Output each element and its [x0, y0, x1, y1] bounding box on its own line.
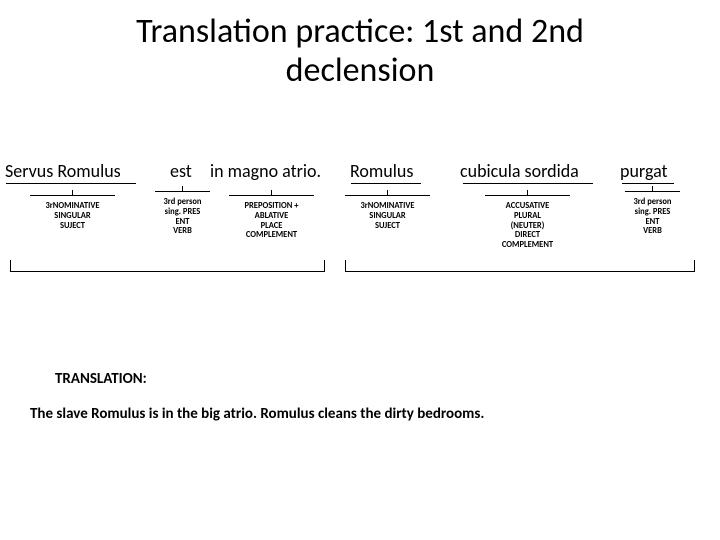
word-est: est — [170, 160, 192, 182]
word-purgat: purgat — [620, 160, 668, 182]
annot-text: 3rNOMINATIVE SINGULAR SUJECT — [360, 201, 414, 231]
annot-object: ACCUSATIVE PLURAL (NEUTER) DIRECT COMPLE… — [485, 195, 570, 251]
word-cubicula-sordida: cubicula sordida — [460, 160, 579, 182]
translation-text: The slave Romulus is in the big atrio. R… — [30, 405, 484, 423]
page-title: Translation practice: 1st and 2nd declen… — [0, 0, 720, 90]
word-servus-romulus: Servus Romulus — [5, 160, 121, 182]
annot-prep-phrase: PREPOSITION + ABLATIVE PLACE COMPLEMENT — [229, 195, 314, 241]
annot-text: 3rd person sing. PRES ENT VERB — [164, 197, 202, 236]
sentence-bracket-2 — [345, 260, 695, 272]
annot-verb-purgat: 3rd person sing. PRES ENT VERB — [625, 191, 680, 237]
annot-text: ACCUSATIVE PLURAL (NEUTER) DIRECT COMPLE… — [502, 201, 553, 250]
underline — [6, 183, 136, 184]
annot-text: 3rd person sing. PRES ENT VERB — [634, 197, 672, 236]
annot-verb-est: 3rd person sing. PRES ENT VERB — [155, 191, 210, 237]
annot-text: 3rNOMINATIVE SINGULAR SUJECT — [45, 201, 99, 231]
translation-label: TRANSLATION: — [55, 370, 147, 388]
annot-subject-1: 3rNOMINATIVE SINGULAR SUJECT — [30, 195, 115, 231]
word-romulus: Romulus — [350, 160, 413, 182]
underline — [351, 183, 421, 184]
underline — [622, 183, 674, 184]
underline — [463, 183, 593, 184]
annot-subject-2: 3rNOMINATIVE SINGULAR SUJECT — [345, 195, 430, 231]
word-in-magno-atrio: in magno atrio. — [210, 160, 321, 182]
sentence-bracket-1 — [10, 260, 325, 272]
annot-text: PREPOSITION + ABLATIVE PLACE COMPLEMENT — [245, 201, 299, 240]
